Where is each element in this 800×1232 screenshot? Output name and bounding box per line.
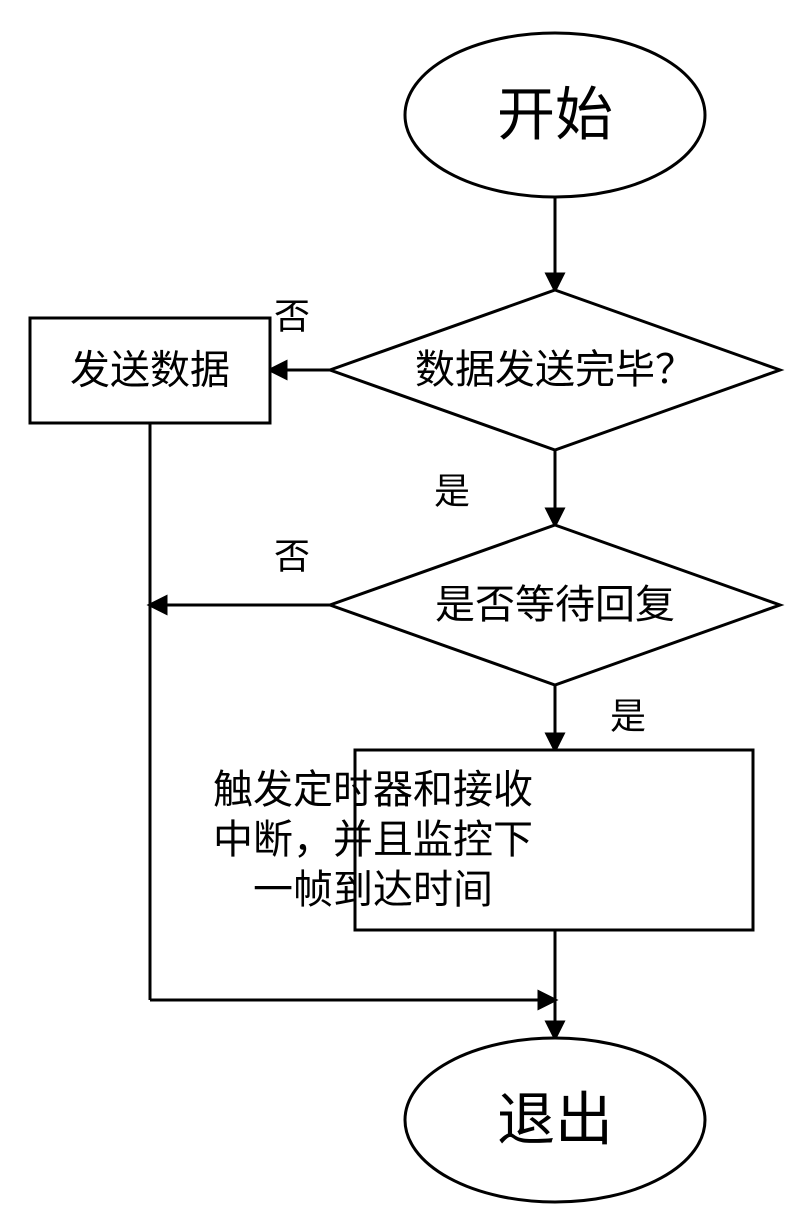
terminal-exit-label: 退出 — [497, 1087, 613, 1152]
edge-label: 是 — [434, 471, 470, 511]
process-p_timer-line-2: 一帧到达时间 — [253, 867, 493, 912]
terminal-start-label: 开始 — [497, 82, 613, 147]
edge-label: 否 — [274, 296, 310, 336]
process-p_timer-line-1: 中断，并且监控下 — [213, 817, 533, 862]
edge-label: 否 — [274, 536, 310, 576]
process-p_send-label: 发送数据 — [70, 348, 230, 393]
decision-d2-label: 是否等待回复 — [435, 582, 675, 627]
process-p_timer-line-0: 触发定时器和接收 — [213, 767, 533, 812]
decision-d1-label: 数据发送完毕？ — [415, 347, 695, 392]
edge-label: 是 — [610, 696, 646, 736]
